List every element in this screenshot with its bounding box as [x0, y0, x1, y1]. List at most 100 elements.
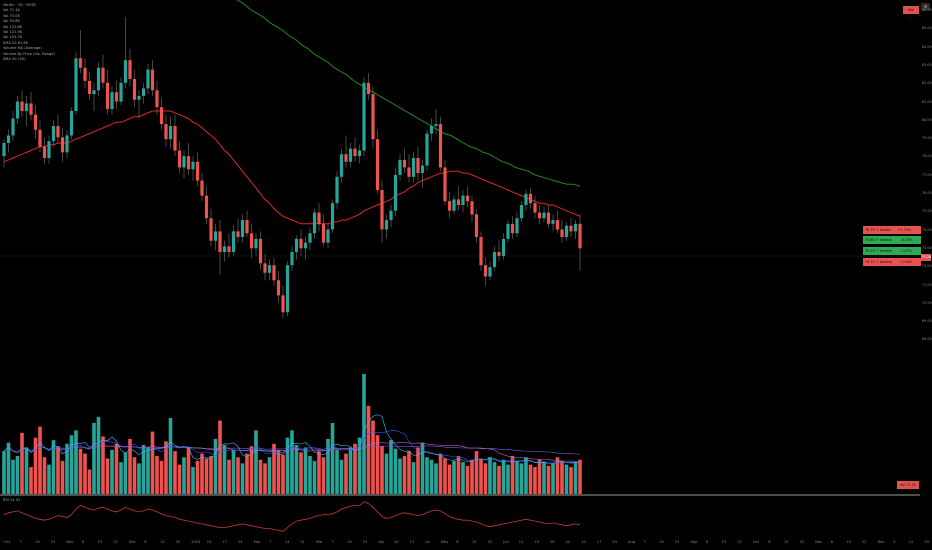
candle-body [303, 242, 308, 249]
level-tag-right: -0.73% (avg) [900, 238, 913, 250]
candle-body [506, 223, 510, 239]
candle-body [146, 69, 150, 89]
volume-bar [155, 456, 159, 494]
price-axis-label: 86.00 [922, 8, 932, 12]
volume-bar [15, 456, 20, 494]
legend-line: SMA 20 61.6K [3, 40, 29, 45]
volume-bar [20, 432, 24, 494]
candle-body [33, 114, 38, 130]
price-axis-label: 68.00 [922, 337, 932, 342]
long-moving-average-line [236, 0, 581, 187]
candle-body [492, 252, 497, 268]
volume-bar [501, 459, 506, 494]
volume-bar [69, 435, 74, 494]
time-axis-label: Sep [690, 540, 698, 544]
volume-bar [479, 458, 483, 494]
volume-bar [465, 465, 470, 494]
candle-body [177, 150, 182, 168]
price-axis-label: 84.00 [922, 44, 932, 49]
candle-body [105, 82, 110, 110]
candle-body [281, 295, 285, 313]
price-axis-label: 76.00 [922, 191, 932, 195]
volume-bar [204, 458, 209, 494]
volume-bar [51, 440, 56, 494]
price-axis-label: 78.00 [922, 154, 932, 159]
volume-bar [416, 447, 420, 494]
volume-bar [222, 445, 227, 494]
price-axis-label: 82.00 [922, 81, 932, 86]
time-axis-label: 17 [596, 540, 602, 544]
volume-bar [452, 460, 456, 494]
time-axis-label: 8 [830, 540, 834, 544]
time-axis-label: Dec [128, 540, 136, 544]
candle-body [465, 195, 470, 202]
volume-bar [366, 405, 371, 494]
volume-bar [551, 463, 555, 494]
volume-bar [335, 449, 339, 494]
candle-body [560, 229, 564, 238]
volume-bar [447, 464, 452, 494]
candle-body [483, 265, 488, 277]
price-axis-label: 75.00 [922, 209, 932, 214]
price-axis-label: 83.00 [922, 62, 932, 67]
time-axis-label: Feb [253, 540, 260, 544]
candle-body [200, 180, 204, 196]
candle-body [497, 252, 501, 256]
candle-body [249, 233, 254, 249]
volume-bar [276, 449, 281, 494]
volume-bar [560, 460, 564, 494]
candle-body [402, 159, 407, 168]
candle-body [551, 220, 555, 224]
time-axis-label: 8 [82, 540, 85, 544]
volume-bar [141, 445, 146, 494]
rsi-line [3, 501, 581, 532]
time-axis-label: 22 [737, 540, 742, 544]
time-axis-label: Jul [565, 540, 570, 544]
volume-bar [483, 463, 488, 494]
time-axis-label: 7 [643, 540, 646, 544]
volume-bar [443, 458, 447, 494]
legend-line: Vol 155.7K [3, 35, 23, 40]
time-axis-label: 22 [862, 540, 867, 544]
volume-bar [177, 464, 182, 494]
level-tag-right: +1.75% (avg) [897, 228, 912, 240]
volume-bar [209, 456, 213, 494]
candle-body [317, 212, 321, 224]
volume-bar [173, 451, 177, 494]
time-axis-label: 7 [19, 540, 22, 544]
candle-body [155, 90, 159, 108]
time-axis-label: Apr [378, 540, 385, 544]
candle-body [366, 82, 371, 95]
volume-bar [249, 446, 254, 494]
volume-bar [267, 457, 272, 494]
volume-bar [384, 453, 389, 494]
candle-body [254, 238, 258, 249]
candle-body [501, 238, 506, 256]
candle-body [227, 246, 231, 253]
volume-bar [200, 453, 204, 494]
candle-body [51, 126, 56, 142]
volume-bar [488, 457, 492, 494]
volume-bar [281, 454, 285, 494]
time-axis-label: 2023 [191, 540, 201, 544]
volume-bar [146, 447, 150, 494]
candle-body [258, 238, 263, 264]
volume-bar [537, 459, 542, 494]
volume-bar [11, 459, 15, 494]
volume-bar [119, 462, 123, 494]
candle-body [168, 126, 173, 140]
volume-bar [74, 430, 78, 494]
time-axis-label: 15 [97, 540, 103, 544]
candle-body [461, 195, 465, 206]
price-axis-label: 73.00 [922, 245, 932, 250]
candle-body [425, 133, 429, 166]
legend-line: Vol 93.8K [3, 19, 20, 24]
volume-bar [339, 459, 344, 494]
time-axis-label: Mar [316, 540, 323, 544]
candle-body [299, 238, 303, 249]
volume-bar [114, 443, 119, 494]
volume-bar [353, 443, 357, 494]
settings-icon[interactable]: ⚙ [921, 3, 930, 10]
candle-body [290, 252, 294, 266]
